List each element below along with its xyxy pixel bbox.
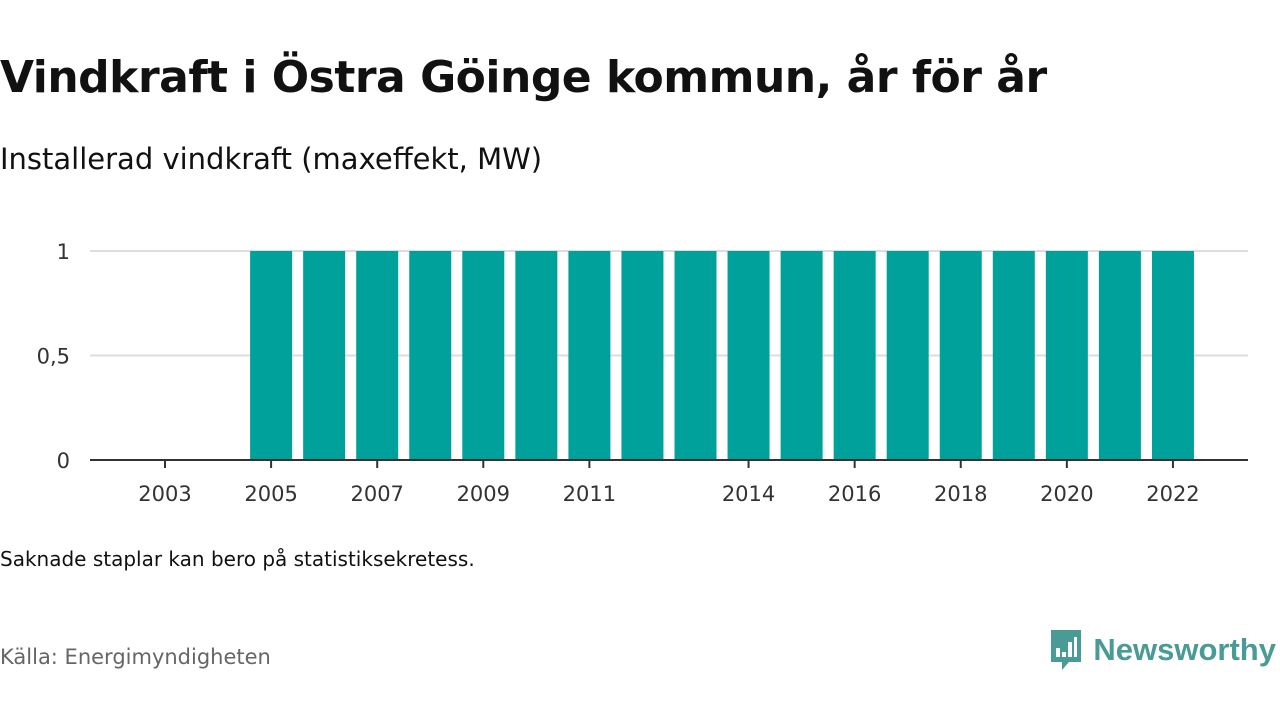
bar-2010 [515, 251, 558, 460]
bar-2015 [780, 251, 823, 460]
bar-2008 [409, 251, 452, 460]
bars [250, 251, 1194, 460]
chart-subtitle: Installerad vindkraft (maxeffekt, MW) [0, 142, 543, 176]
bar-2009 [462, 251, 505, 460]
bar-2021 [1098, 251, 1141, 460]
x-tick-label: 2011 [563, 482, 616, 506]
y-tick-label: 0 [57, 449, 70, 473]
x-tick-label: 2007 [350, 482, 403, 506]
brand-logo: Newsworthy [1049, 628, 1276, 672]
brand-name: Newsworthy [1093, 632, 1276, 667]
bar-2011 [568, 251, 611, 460]
bar-2020 [1045, 251, 1088, 460]
bar-2005 [250, 251, 293, 460]
bar-2019 [992, 251, 1035, 460]
bar-2007 [356, 251, 399, 460]
bar-chart: 0 0,5 1 2003 2005 2007 2009 2011 2014 2016 2018 202… [37, 240, 1248, 506]
axes: 0 0,5 1 2003 2005 2007 2009 2011 2014 2016 2018 202… [37, 240, 1248, 506]
source-text: Källa: Energimyndigheten [0, 645, 271, 669]
y-tick-label: 1 [57, 240, 70, 264]
x-tick-label: 2016 [828, 482, 881, 506]
bar-2012 [621, 251, 664, 460]
x-tick-label: 2018 [934, 482, 987, 506]
footnote: Saknade staplar kan bero på statistiksek… [0, 547, 475, 571]
x-tick-label: 2009 [457, 482, 510, 506]
x-tick-label: 2005 [244, 482, 297, 506]
bar-2017 [886, 251, 929, 460]
bar-2014 [727, 251, 770, 460]
y-tick-label: 0,5 [37, 345, 70, 369]
bar-2016 [833, 251, 876, 460]
x-tick-label: 2020 [1040, 482, 1093, 506]
x-tick-label: 2022 [1146, 482, 1199, 506]
bar-2018 [939, 251, 982, 460]
newsworthy-logo-icon [1051, 630, 1082, 670]
bar-2013 [674, 251, 717, 460]
bar-2006 [303, 251, 346, 460]
x-tick-label: 2014 [722, 482, 775, 506]
chart-title: Vindkraft i Östra Göinge kommun, år för … [0, 52, 1047, 103]
x-tick-label: 2003 [138, 482, 191, 506]
bar-2022 [1151, 251, 1194, 460]
